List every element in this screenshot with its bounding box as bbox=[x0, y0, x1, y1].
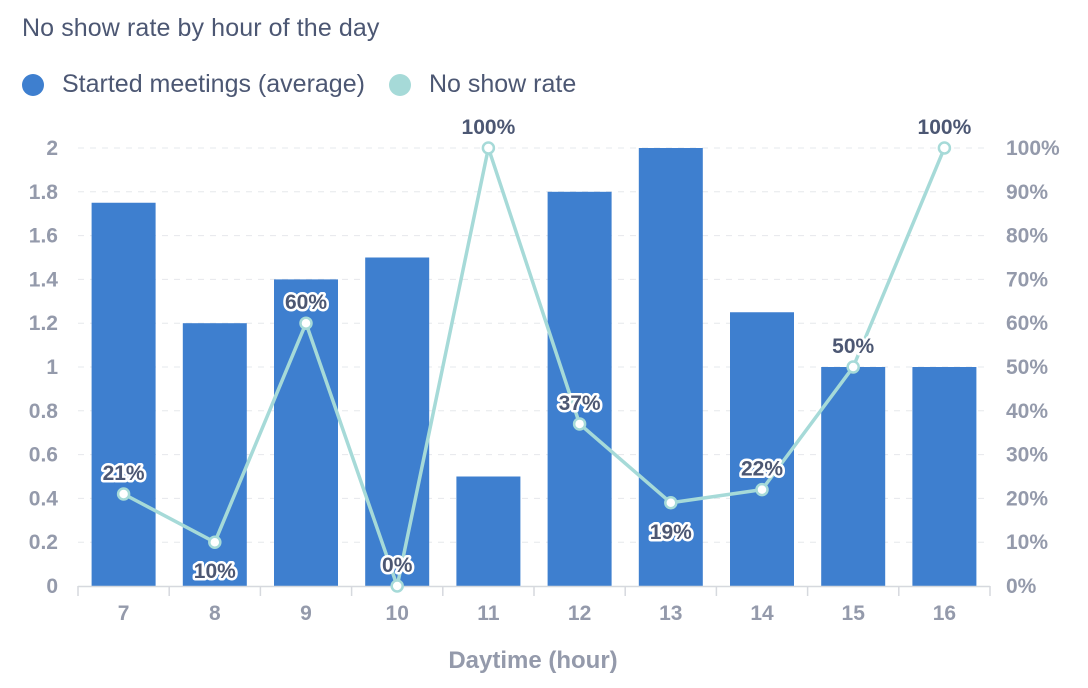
x-tick-label: 7 bbox=[118, 602, 130, 625]
x-tick-label: 14 bbox=[750, 602, 774, 625]
y-tick-label: 1.6 bbox=[29, 225, 58, 248]
data-label-12: 37% bbox=[559, 392, 601, 415]
bar-9[interactable] bbox=[274, 279, 338, 586]
data-label-11: 100% bbox=[462, 116, 516, 139]
line-point-9[interactable] bbox=[299, 316, 313, 330]
legend-item-no-show-rate[interactable]: No show rate bbox=[388, 70, 577, 99]
data-label-9: 60% bbox=[285, 291, 327, 314]
y2-tick-label: 70% bbox=[1006, 268, 1048, 291]
line-point-7[interactable] bbox=[116, 487, 131, 501]
data-label-15: 50% bbox=[832, 335, 874, 358]
y-tick-label: 0.6 bbox=[29, 444, 58, 467]
legend-label-started-meetings: Started meetings (average) bbox=[62, 70, 365, 98]
bar-15[interactable] bbox=[821, 367, 886, 586]
y2-tick-label: 50% bbox=[1006, 356, 1048, 379]
bar-13[interactable] bbox=[638, 148, 703, 586]
y2-tick-label: 100% bbox=[1006, 137, 1060, 160]
bar-11[interactable] bbox=[456, 476, 521, 587]
chart-title: No show rate by hour of the day bbox=[22, 14, 380, 42]
data-label-16: 100% bbox=[918, 116, 972, 139]
chart-legend: Started meetings (average) No show rate bbox=[22, 70, 600, 99]
y-tick-label: 0.4 bbox=[29, 487, 59, 510]
line-point-8[interactable] bbox=[208, 535, 222, 549]
x-tick-label: 15 bbox=[842, 602, 866, 625]
line-point-16[interactable] bbox=[937, 141, 952, 155]
bar-7[interactable] bbox=[91, 202, 156, 586]
y-tick-label: 1.4 bbox=[29, 268, 59, 291]
x-tick-label: 12 bbox=[568, 602, 591, 625]
y-tick-label: 0.2 bbox=[29, 531, 58, 554]
y2-tick-label: 0% bbox=[1006, 575, 1037, 598]
x-tick-label: 11 bbox=[477, 602, 500, 625]
bar-series bbox=[91, 148, 977, 587]
y2-tick-label: 60% bbox=[1006, 312, 1048, 335]
legend-swatch-no-show-rate bbox=[388, 73, 411, 96]
line-point-13[interactable] bbox=[664, 496, 678, 510]
y2-tick-label: 90% bbox=[1006, 181, 1048, 204]
bar-14[interactable] bbox=[730, 312, 794, 586]
y2-tick-label: 80% bbox=[1006, 225, 1048, 248]
line-data-labels: 21% 10% 60% 0% 100% 37% 19% 22% 50% 100% bbox=[100, 114, 974, 586]
bar-12[interactable] bbox=[547, 191, 612, 587]
y2-tick-label: 40% bbox=[1006, 400, 1048, 423]
x-axis-title: Daytime (hour) bbox=[448, 647, 617, 674]
y-tick-label: 2 bbox=[46, 137, 58, 160]
y-tick-label: 0.8 bbox=[29, 400, 59, 423]
data-label-13: 19% bbox=[650, 521, 692, 544]
y2-tick-label: 10% bbox=[1006, 531, 1048, 554]
y-axis-left-ticks: 0 0.2 0.4 0.6 0.8 1 1.2 1.4 1.6 1.8 2 bbox=[29, 137, 59, 598]
line-point-12[interactable] bbox=[572, 417, 587, 431]
line-point-15[interactable] bbox=[846, 360, 860, 374]
y2-tick-label: 30% bbox=[1006, 444, 1048, 467]
y2-tick-label: 20% bbox=[1006, 487, 1048, 510]
x-axis: 7 8 9 10 11 12 13 14 15 16 bbox=[77, 585, 991, 625]
y-tick-label: 1 bbox=[46, 356, 58, 379]
legend-swatch-started-meetings bbox=[22, 73, 44, 96]
x-tick-label: 9 bbox=[300, 602, 312, 625]
line-point-10[interactable] bbox=[390, 579, 404, 593]
x-tick-label: 13 bbox=[659, 602, 682, 625]
data-label-7: 21% bbox=[103, 462, 145, 485]
bar-10[interactable] bbox=[365, 257, 430, 587]
line-series bbox=[116, 141, 952, 593]
line-point-14[interactable] bbox=[755, 482, 769, 497]
legend-item-started-meetings[interactable]: Started meetings (average) bbox=[22, 70, 365, 99]
x-tick-label: 10 bbox=[386, 602, 409, 625]
data-label-14: 22% bbox=[741, 458, 783, 481]
x-tick-label: 16 bbox=[933, 602, 956, 625]
line-point-11[interactable] bbox=[481, 141, 496, 155]
y-axis-right-ticks: 0% 10% 20% 30% 40% 50% 60% 70% 80% 90% 100% bbox=[1006, 137, 1060, 598]
data-label-10: 0% bbox=[382, 554, 413, 577]
y-tick-label: 0 bbox=[46, 575, 58, 598]
x-tick-label: 8 bbox=[209, 602, 221, 625]
y-tick-label: 1.2 bbox=[29, 312, 58, 335]
legend-label-no-show-rate: No show rate bbox=[428, 70, 577, 98]
no-show-rate-line bbox=[122, 146, 947, 588]
bar-16[interactable] bbox=[912, 367, 977, 586]
data-label-8: 10% bbox=[194, 560, 236, 583]
y-tick-label: 1.8 bbox=[29, 181, 59, 204]
